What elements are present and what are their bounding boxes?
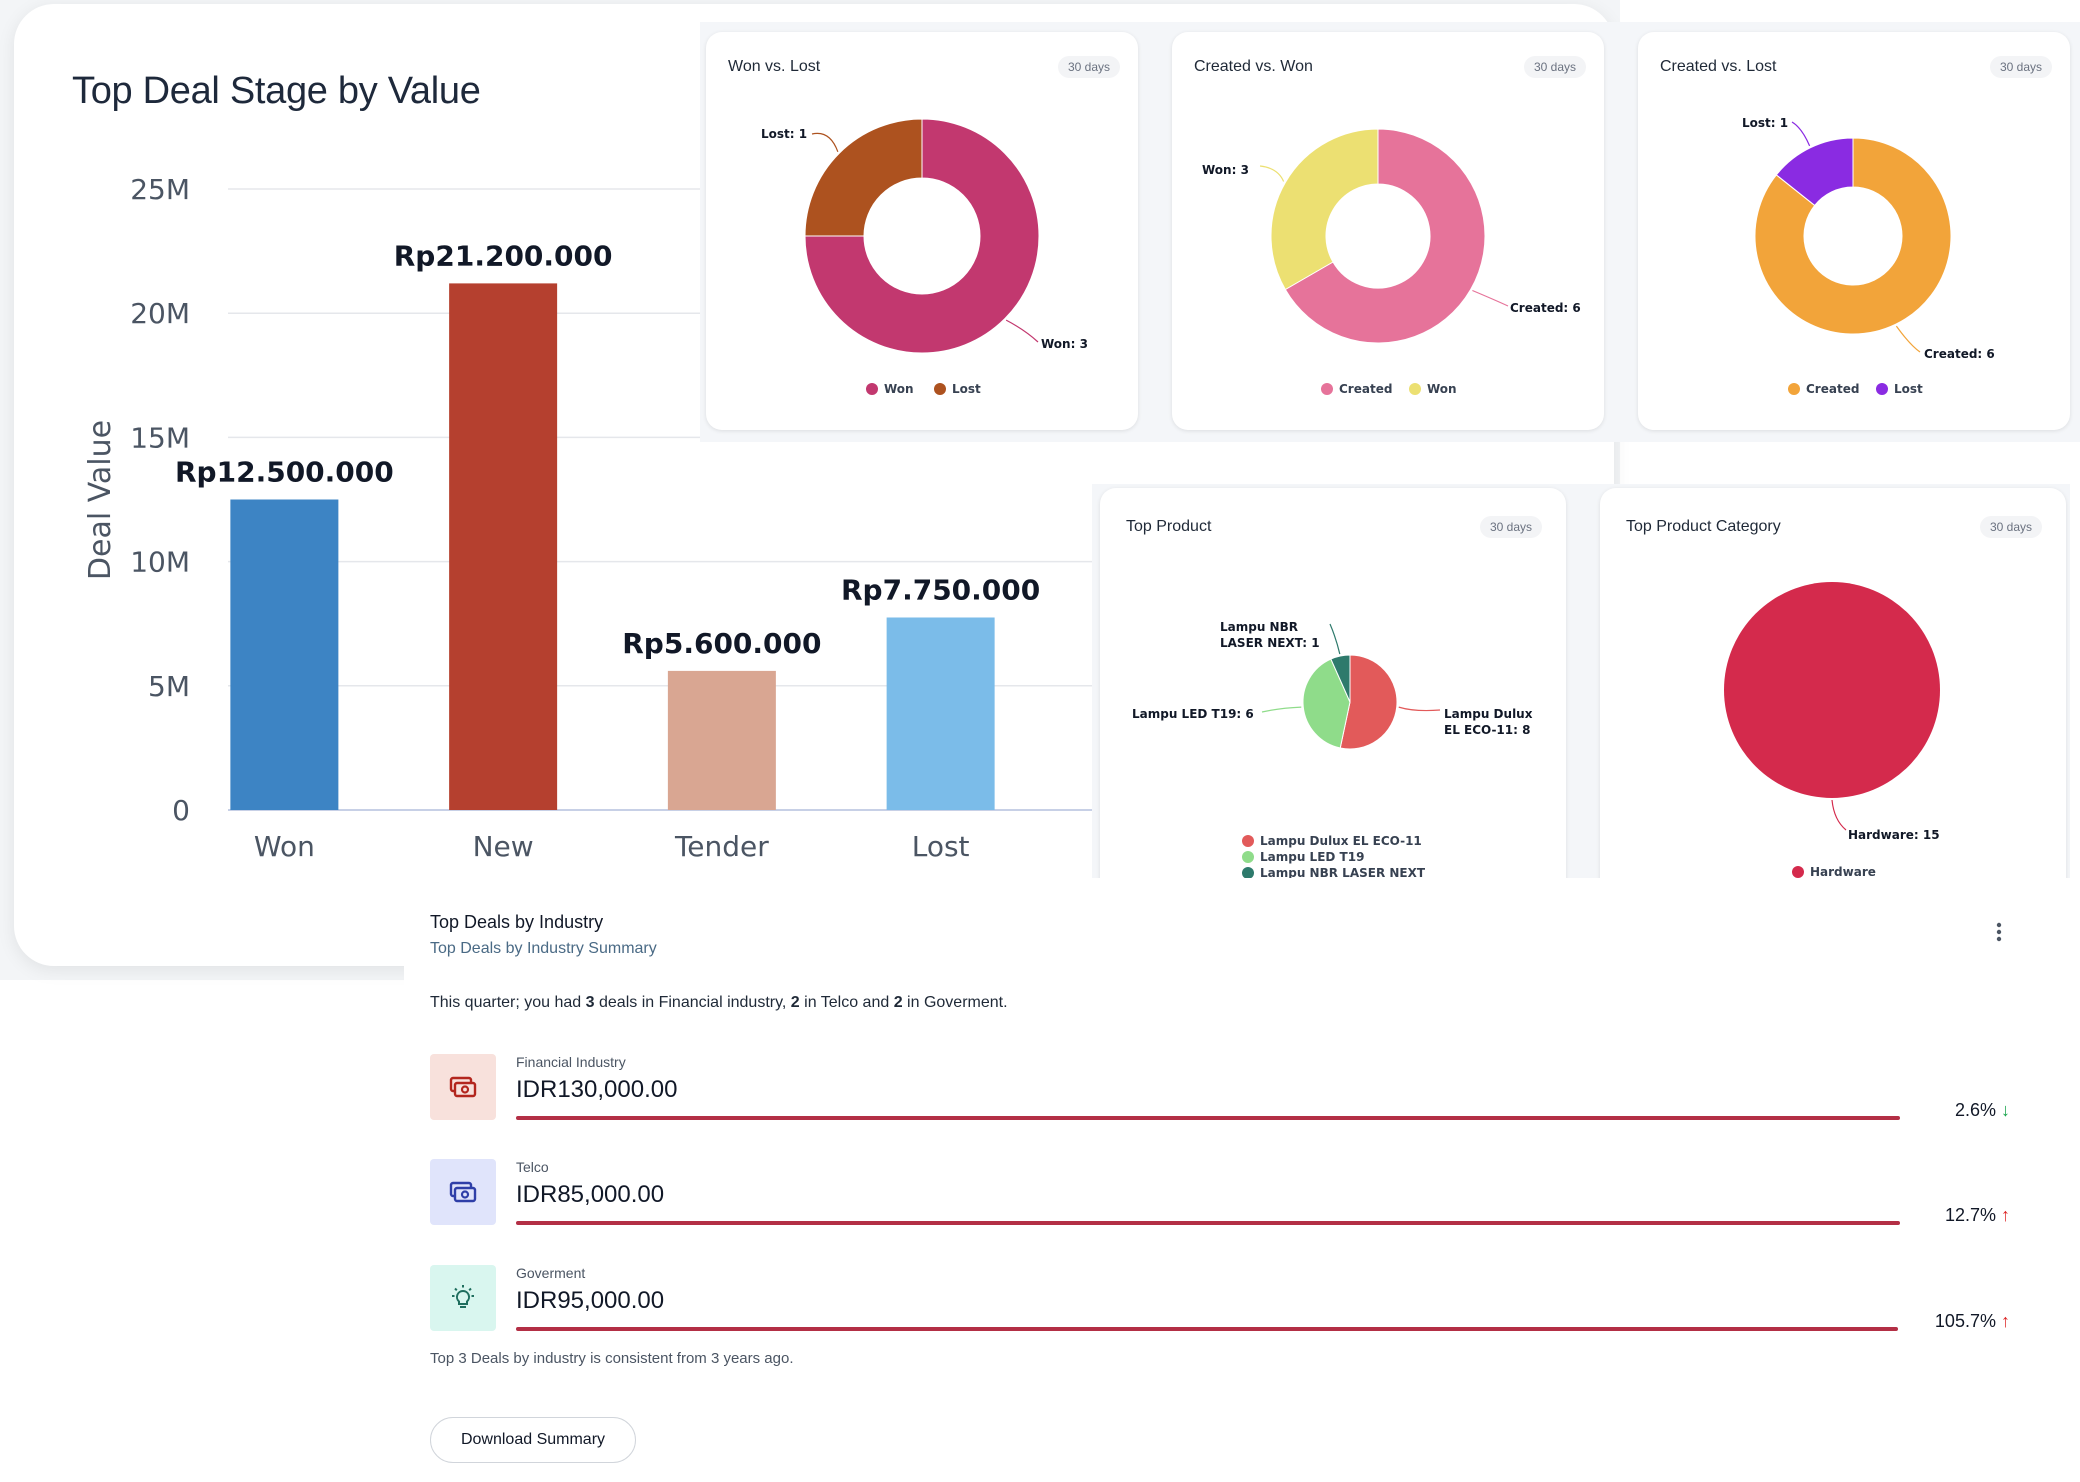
industry-bar-financial (516, 1116, 1900, 1120)
industry-summary: This quarter; you had 3 deals in Financi… (430, 994, 1008, 1012)
callout-label: Lampu LED T19: 6 (1132, 707, 1254, 721)
callout-label: Created: 6 (1924, 347, 1995, 361)
callout-line (1399, 707, 1440, 710)
slice-lost (805, 119, 922, 236)
industry-pct-telco: 12.7% ↑ (1870, 1205, 2010, 1226)
callout-line (1896, 326, 1920, 352)
lightbulb-icon (449, 1284, 477, 1312)
legend-marker (1876, 383, 1888, 395)
callout-line (1260, 166, 1284, 182)
arrow-up-icon: ↑ (2001, 1205, 2010, 1225)
callout-label: Hardware: 15 (1848, 828, 1940, 842)
industry-value-goverment: IDR95,000.00 (516, 1287, 664, 1315)
industry-value-telco: IDR85,000.00 (516, 1181, 664, 1209)
arrow-up-icon: ↑ (2001, 1311, 2010, 1331)
industry-value-financial: IDR130,000.00 (516, 1076, 677, 1104)
legend-label: Lampu Dulux EL ECO-11 (1260, 834, 1422, 848)
industry-title: Top Deals by Industry (430, 912, 603, 933)
legend-label: Won (884, 382, 914, 396)
callout-label: Created: 6 (1510, 301, 1581, 315)
legend-marker (1242, 835, 1254, 847)
callout-label: Won: 3 (1202, 163, 1249, 177)
callout-label: Lampu NBR (1220, 620, 1298, 634)
industry-subtitle: Top Deals by Industry Summary (430, 940, 657, 958)
callout-label: Lost: 1 (1742, 116, 1788, 130)
callout-label: Lost: 1 (761, 127, 807, 141)
callout-line (1330, 624, 1340, 654)
legend-marker (934, 383, 946, 395)
industry-bar-telco (516, 1221, 1900, 1225)
callout-label: EL ECO-11: 8 (1444, 723, 1530, 737)
legend-label: Lampu LED T19 (1260, 850, 1364, 864)
financial-industry-icon-box (430, 1054, 496, 1120)
goverment-icon-box (430, 1265, 496, 1331)
legend-marker (1792, 866, 1804, 878)
download-summary-button[interactable]: Download Summary (430, 1417, 636, 1463)
industry-label-telco: Telco (516, 1159, 549, 1175)
callout-label: LASER NEXT: 1 (1220, 636, 1320, 650)
telco-icon-box (430, 1159, 496, 1225)
callout-line (1472, 291, 1508, 307)
callout-label: Won: 3 (1041, 337, 1088, 351)
industry-label-financial: Financial Industry (516, 1054, 626, 1070)
legend-marker (1788, 383, 1800, 395)
legend-marker (1242, 851, 1254, 863)
callout-line (1006, 320, 1038, 342)
legend-label: Created (1339, 382, 1392, 396)
industry-bar-goverment (516, 1327, 1898, 1331)
legend-label: Won (1427, 382, 1457, 396)
slice-hardware (1724, 582, 1940, 798)
pie-charts-layer: Won: 3 Lost: 1 Won Lost Created: 6 Won: 3 Crea… (0, 0, 2080, 920)
industry-panel (404, 878, 2080, 1482)
industry-footnote: Top 3 Deals by industry is consistent fr… (430, 1350, 794, 1367)
industry-label-goverment: Goverment (516, 1265, 585, 1281)
callout-label: Lampu Dulux (1444, 707, 1533, 721)
legend-label: Lost (952, 382, 981, 396)
kebab-menu-icon[interactable] (1990, 920, 2008, 951)
callout-line (1262, 707, 1301, 712)
legend-marker (1321, 383, 1333, 395)
legend-label: Hardware (1810, 865, 1876, 879)
cash-icon (448, 1179, 478, 1205)
slice-won (1271, 129, 1378, 290)
legend-marker (1409, 383, 1421, 395)
legend-label: Created (1806, 382, 1859, 396)
cash-icon (448, 1074, 478, 1100)
callout-line (1832, 800, 1846, 830)
arrow-down-icon: ↓ (2001, 1100, 2010, 1120)
legend-marker (866, 383, 878, 395)
callout-line (1792, 122, 1810, 146)
legend-label: Lost (1894, 382, 1923, 396)
industry-pct-financial: 2.6% ↓ (1870, 1100, 2010, 1121)
industry-pct-goverment: 105.7% ↑ (1870, 1311, 2010, 1332)
callout-line (812, 133, 838, 151)
